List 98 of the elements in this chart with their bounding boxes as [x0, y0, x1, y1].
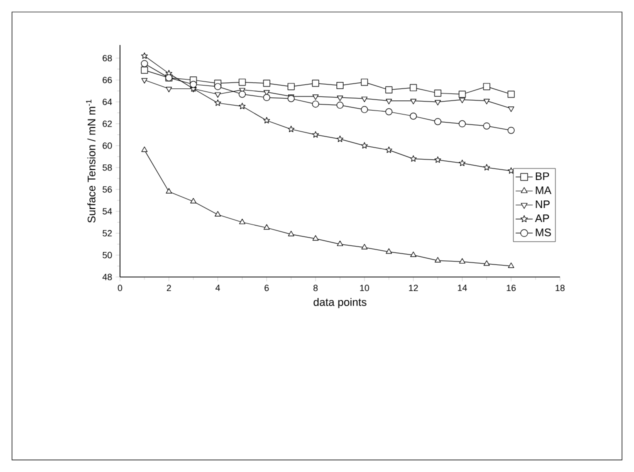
- point: [361, 96, 368, 102]
- point: [140, 66, 148, 74]
- x-tick-label: 2: [166, 284, 171, 292]
- y-tick-label: 60: [102, 142, 112, 149]
- x-tick-label: 14: [458, 284, 467, 291]
- point: [288, 95, 295, 102]
- point: [484, 98, 490, 104]
- point: [483, 164, 490, 170]
- point: [484, 260, 490, 266]
- point: [410, 112, 417, 120]
- point: [434, 118, 442, 126]
- point: [434, 100, 441, 106]
- legend-label: MS: [536, 228, 551, 236]
- point: [410, 155, 417, 162]
- y-tick-label: 68: [102, 54, 112, 62]
- point: [214, 92, 221, 98]
- point: [410, 98, 416, 104]
- point: [336, 96, 344, 102]
- x-tick-label: 6: [264, 284, 269, 292]
- point: [336, 82, 344, 89]
- y-tick-label: 58: [102, 164, 112, 171]
- point: [288, 83, 295, 90]
- y-tick-label: 62: [102, 120, 112, 127]
- point: [385, 108, 392, 116]
- point: [312, 131, 319, 138]
- point: [458, 160, 466, 166]
- point: [508, 167, 514, 174]
- point: [360, 78, 368, 86]
- point: [312, 235, 319, 241]
- point: [508, 126, 515, 134]
- legend-label: AP: [534, 214, 550, 222]
- point: [336, 240, 344, 246]
- y-tick-label: 66: [102, 76, 112, 84]
- y-tick-label: 50: [102, 252, 112, 258]
- point: [141, 52, 148, 59]
- point: [288, 230, 294, 236]
- point: [361, 244, 368, 250]
- y-tick-label: 54: [102, 208, 112, 214]
- point: [483, 83, 490, 90]
- x-axis-title: data points: [314, 298, 366, 308]
- point: [190, 198, 196, 204]
- x-tick-label: 4: [215, 284, 220, 291]
- point: [190, 80, 197, 88]
- point: [238, 90, 246, 98]
- point: [140, 60, 148, 68]
- point: [386, 146, 392, 153]
- x-tick-label: 18: [556, 284, 565, 292]
- point: [336, 136, 344, 142]
- point: [312, 94, 319, 100]
- point: [263, 80, 270, 87]
- point: [410, 252, 416, 257]
- point: [166, 188, 172, 194]
- x-tick-label: 16: [506, 284, 516, 292]
- y-axis-title: Surface Tension / mN m$^{-1}$: [86, 100, 96, 223]
- point: [386, 248, 392, 254]
- point: [508, 262, 514, 268]
- point: [166, 86, 172, 92]
- point: [239, 218, 246, 224]
- point: [141, 78, 148, 84]
- y-tick-label: 48: [102, 274, 112, 280]
- x-tick-label: 12: [409, 284, 418, 292]
- point: [263, 116, 270, 124]
- point: [458, 90, 466, 98]
- point: [459, 258, 466, 264]
- point: [483, 122, 490, 130]
- point: [238, 102, 246, 110]
- y-tick-label: 52: [102, 230, 112, 236]
- point: [312, 80, 320, 87]
- point: [288, 126, 294, 132]
- point: [508, 90, 515, 98]
- point: [385, 86, 392, 94]
- legend-label: NP: [536, 200, 550, 208]
- point: [336, 102, 344, 109]
- point: [214, 99, 222, 106]
- x-tick-label: 8: [313, 284, 318, 292]
- point: [459, 98, 466, 104]
- point: [434, 90, 442, 97]
- point: [360, 106, 368, 114]
- point: [312, 100, 320, 108]
- point: [434, 257, 441, 262]
- point: [264, 224, 270, 230]
- point: [263, 94, 270, 102]
- point: [361, 142, 368, 149]
- y-tick-label: 56: [102, 186, 112, 193]
- point: [386, 98, 392, 104]
- point: [141, 146, 148, 152]
- point: [410, 84, 417, 92]
- point: [508, 106, 514, 112]
- point: [214, 83, 222, 90]
- point: [214, 211, 221, 217]
- point: [458, 120, 466, 128]
- y-tick-label: 64: [102, 98, 112, 106]
- point: [238, 78, 246, 86]
- x-tick-label: 10: [360, 284, 370, 292]
- legend-label: MA: [536, 186, 552, 194]
- point: [434, 156, 442, 163]
- x-tick-label: 0: [118, 284, 122, 292]
- legend-label: BP: [536, 172, 550, 180]
